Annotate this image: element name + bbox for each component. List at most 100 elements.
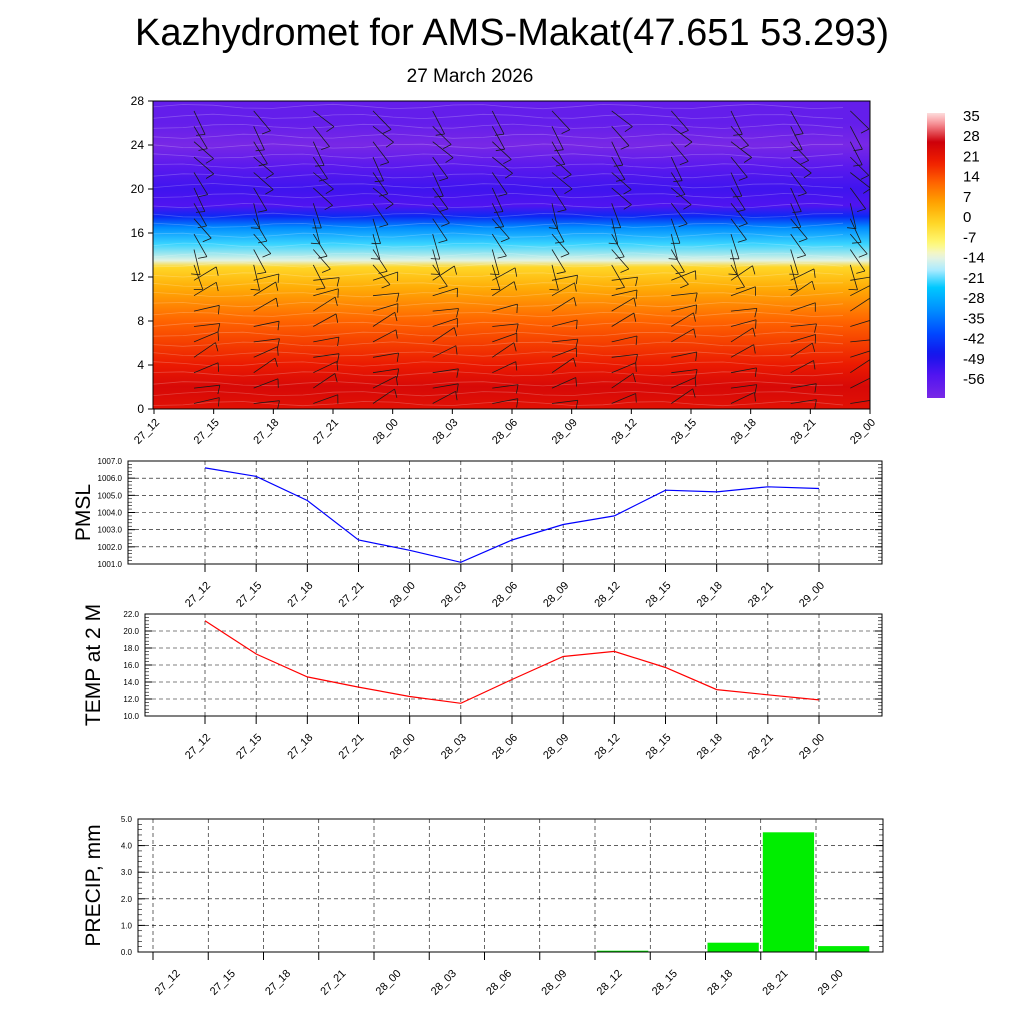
wind-barb-flag: [321, 146, 330, 150]
wind-barb: [193, 110, 206, 135]
wind-barb: [492, 398, 518, 404]
wind-barb-flag: [275, 281, 279, 291]
wind-barb: [193, 187, 206, 212]
ytick-label: 1001.0: [98, 560, 123, 569]
colorbar-label: 35: [963, 108, 980, 125]
heat-xtick-label: 28_21: [788, 417, 818, 447]
wind-barb: [253, 141, 268, 165]
wind-barb: [193, 141, 214, 160]
isotherm-line: [153, 143, 844, 149]
wind-barb-flag: [205, 158, 214, 164]
wind-barb: [850, 319, 870, 327]
wind-barb: [372, 110, 392, 130]
wind-barb: [372, 233, 381, 260]
wind-barb: [492, 141, 512, 160]
xtick-label: 28_15: [644, 580, 674, 610]
wind-barb-flag: [675, 271, 685, 275]
wind-barb-flag: [456, 368, 459, 378]
wind-barb: [372, 292, 399, 297]
wind-barb-flag: [548, 227, 558, 229]
wind-barb: [432, 218, 448, 241]
xtick-label: 28_03: [439, 732, 469, 762]
wind-barb: [253, 346, 278, 358]
wind-barb-flag: [673, 180, 683, 182]
heat-xtick-label: 28_03: [430, 417, 460, 447]
wind-barb-flag: [555, 241, 565, 244]
wind-barb: [611, 141, 624, 166]
isotherm-line: [153, 252, 844, 258]
wind-barb-flag: [439, 177, 449, 182]
xtick-label: 28_12: [592, 580, 622, 610]
wind-barb-flag: [813, 268, 816, 278]
wind-barb: [671, 377, 696, 389]
wind-barb: [849, 126, 863, 150]
series-line: [204, 620, 820, 704]
wind-barb: [730, 344, 754, 358]
wind-barb-flag: [198, 148, 208, 151]
wind-barb-flag: [324, 205, 333, 211]
wind-barb-flag: [205, 173, 215, 179]
heat-xtick-label: 27_18: [251, 417, 281, 447]
xtick-label: 28_00: [374, 968, 404, 998]
wind-barb-flag: [515, 323, 519, 333]
wind-barb: [492, 303, 518, 312]
wind-barb: [193, 342, 216, 358]
wind-barb: [611, 362, 636, 374]
wind-barb-flag: [792, 211, 802, 213]
wind-barb-flag: [620, 145, 630, 150]
wind-barb: [313, 110, 335, 128]
wind-barb-flag: [217, 362, 219, 372]
isotherm-line: [153, 262, 844, 268]
wind-barb-flag: [608, 242, 618, 245]
wind-barb: [313, 394, 338, 404]
colorbar: 35 28 21 14 7 0 -7 -14 -21 -28 -35 -42 -49 -56: [927, 108, 985, 398]
wind-barb-flag: [456, 383, 459, 393]
wind-barb: [671, 270, 696, 281]
wind-barb: [193, 323, 220, 327]
wind-barb-flag: [743, 157, 752, 163]
wind-barb: [491, 264, 501, 290]
wind-barb-flag: [503, 159, 512, 165]
wind-barb-flag: [907, 243, 916, 244]
wind-barb: [551, 218, 565, 242]
wind-barb-flag: [336, 361, 339, 371]
wind-barb: [850, 339, 870, 343]
xtick-label: 28_06: [490, 732, 520, 762]
chart-subtitle: 27 March 2026: [406, 66, 534, 87]
wind-barb-flag: [875, 400, 877, 409]
wind-barb: [850, 172, 870, 189]
wind-barb-flag: [495, 133, 505, 136]
isotherm-line: [153, 331, 844, 337]
wind-barb: [551, 156, 572, 175]
precip-bar: [707, 942, 759, 952]
wind-barb-flag: [874, 339, 876, 348]
colorbar-fill: [927, 113, 945, 398]
wind-barb: [730, 156, 748, 178]
heat-xtick-label: 28_06: [490, 417, 520, 447]
wind-barb-flag: [728, 273, 738, 276]
wind-barb-flag: [856, 270, 866, 274]
wind-barb-flag: [693, 328, 696, 338]
isotherm-line: [153, 133, 844, 139]
isotherm-line: [153, 123, 844, 129]
wind-barb: [312, 203, 322, 229]
wind-barb: [790, 187, 802, 212]
wind-barb: [790, 342, 813, 358]
colorbar-label: 0: [963, 209, 971, 226]
wind-barb-flag: [564, 188, 573, 195]
wind-barb-flag: [258, 240, 267, 244]
wind-barb-flag: [635, 354, 638, 364]
wind-barb: [730, 264, 745, 288]
wind-barb-flag: [315, 165, 325, 167]
xtick-label: 28_18: [695, 580, 725, 610]
wind-barb-flag: [633, 312, 637, 322]
wind-barb-flag: [732, 195, 742, 198]
wind-barb-flag: [913, 180, 922, 182]
wind-barb: [670, 249, 685, 273]
wind-barb: [850, 350, 870, 358]
wind-barb-flag: [754, 308, 758, 318]
wind-barb: [551, 377, 576, 389]
wind-barb: [670, 156, 683, 181]
wind-barb: [611, 218, 619, 245]
wind-barb-flag: [856, 208, 866, 212]
